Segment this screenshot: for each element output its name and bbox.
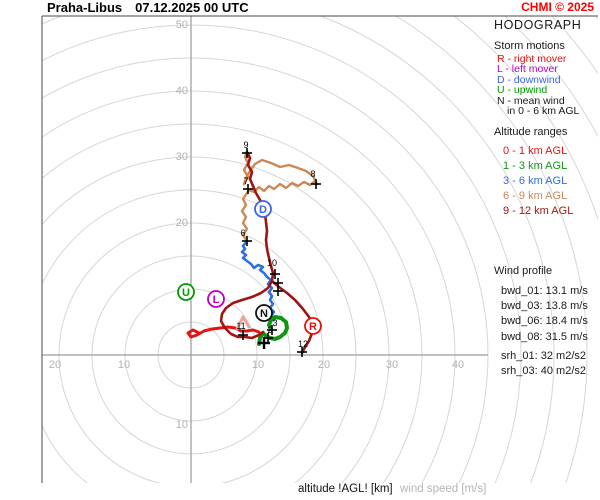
altitude-label-11: 11 — [236, 321, 245, 331]
storm-marker-letter-U: U — [182, 287, 190, 299]
storm-motion-item-D: D - downwind — [497, 73, 561, 86]
grid-ring — [42, 57, 489, 483]
trace-0-1km — [186, 325, 261, 339]
altitude-range-item-2: 3 - 6 km AGL — [503, 175, 568, 187]
y-tick-label: 40 — [176, 85, 188, 97]
storm-marker-letter-N: N — [260, 308, 268, 320]
altitude-range-item-3: 6 - 9 km AGL — [503, 190, 568, 202]
trace-9-12km — [219, 150, 275, 340]
trace-1-3km — [257, 315, 289, 346]
x-tick-label: 10 — [118, 359, 130, 371]
storm-motion-item-R: R - right mover — [497, 53, 567, 65]
storm-motions-title: Storm motions — [494, 40, 565, 52]
grid-ring — [42, 24, 522, 483]
trace-9-12km-branch — [270, 279, 315, 355]
storm-motion-item-U: U - upwind — [497, 84, 548, 97]
x-tick-label: 20 — [49, 359, 61, 371]
page-title: Praha-Libus 07.12.2025 00 UTC — [47, 0, 249, 15]
trace-3-6km — [240, 239, 276, 322]
altitude-label-7: 7 — [243, 176, 248, 186]
bwd-value-0: bwd_01: 13.1 m/s — [501, 285, 588, 297]
storm-marker-letter-R: R — [309, 321, 317, 333]
x-tick-label: 30 — [386, 359, 398, 371]
altitude-label-8: 8 — [310, 169, 315, 179]
y-tick-label: 30 — [176, 151, 188, 163]
altitude-range-item-0: 0 - 1 km AGL — [503, 145, 568, 157]
srh-value-1: srh_03: 40 m2/s2 — [501, 365, 586, 378]
bwd-value-2: bwd_06: 18.4 m/s — [501, 315, 588, 328]
trace-6-9km — [240, 150, 319, 243]
altitude-ranges-title: Altitude ranges — [494, 126, 568, 138]
x-tick-label: 10 — [252, 359, 264, 371]
storm-marker-circle-D — [254, 200, 272, 218]
altitude-label-10: 10 — [267, 258, 277, 268]
footer-altitude-label: altitude !AGL! [km] — [298, 483, 393, 495]
altitude-label-9: 9 — [243, 140, 248, 150]
title-datetime: 07.12.2025 00 UTC — [135, 0, 249, 15]
altitude-range-item-1: 1 - 3 km AGL — [503, 160, 568, 172]
altitude-range-item-4: 9 - 12 km AGL — [503, 205, 574, 217]
y-tick-label: 50 — [176, 19, 188, 31]
chmi-watermark: CHMI © 2025 — [521, 0, 594, 14]
trace-0-1km-light — [235, 315, 251, 331]
altitude-label-2: 2 — [267, 325, 272, 335]
y-tick-label: 10 — [176, 419, 188, 431]
storm-marker-letter-D: D — [259, 204, 267, 216]
panel-heading: HODOGRAPH — [494, 18, 582, 32]
x-tick-label: 20 — [318, 359, 330, 371]
altitude-label-6: 6 — [240, 228, 245, 238]
altitude-label-12: 12 — [298, 339, 308, 349]
x-tick-label: 40 — [452, 359, 464, 371]
storm-motion-item-N-sub: in 0 - 6 km AGL — [507, 105, 580, 118]
altitude-label-3: 3 — [272, 318, 277, 328]
y-tick-label: 20 — [176, 217, 188, 229]
grid-ring — [42, 123, 423, 483]
storm-marker-circle-N — [255, 304, 273, 322]
grid-ring — [42, 16, 555, 483]
storm-motion-item-L: L - left mover — [497, 63, 558, 76]
wind-profile-title: Wind profile — [494, 265, 553, 277]
grid-ring — [42, 90, 456, 483]
storm-motions-list: R - right mover L - left mover D - downwin… — [497, 53, 580, 118]
storm-marker-circle-R — [304, 317, 322, 335]
station-name: Praha-Libus — [47, 0, 123, 15]
srh-list: srh_01: 32 m2/s2 srh_03: 40 m2/s2 — [501, 349, 586, 379]
footer-speed-label: wind speed [m/s] — [400, 483, 487, 495]
storm-marker-circle-U — [177, 283, 195, 301]
bwd-value-3: bwd_08: 31.5 m/s — [501, 330, 588, 343]
grid-ring — [394, 16, 588, 483]
grid-ring — [42, 156, 390, 483]
bwd-value-1: bwd_03: 13.8 m/s — [501, 300, 588, 313]
storm-marker-letter-L: L — [213, 294, 220, 306]
srh-value-0: srh_01: 32 m2/s2 — [501, 350, 586, 362]
bwd-list: bwd_01: 13.1 m/s bwd_03: 13.8 m/s bwd_06: … — [501, 284, 588, 345]
storm-marker-circle-L — [207, 290, 225, 308]
storm-motion-item-N: N - mean wind — [497, 94, 565, 107]
altitude-ranges-list: 0 - 1 km AGL 1 - 3 km AGL 3 - 6 km AGL 6 - … — [503, 144, 573, 219]
